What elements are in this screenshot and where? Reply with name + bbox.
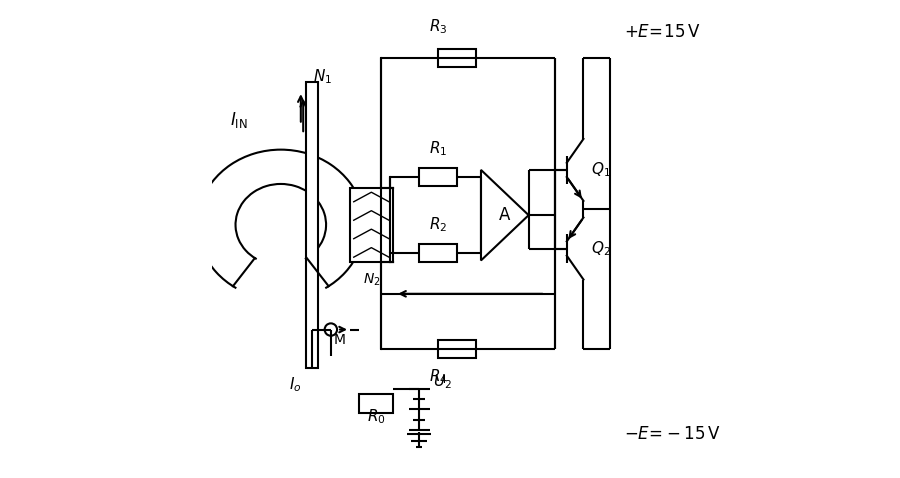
Text: $U_2$: $U_2$ bbox=[433, 373, 452, 391]
Circle shape bbox=[325, 323, 337, 336]
Bar bbox=[438, 49, 476, 67]
Text: $N_1$: $N_1$ bbox=[312, 67, 332, 87]
Text: $I_o$: $I_o$ bbox=[289, 375, 302, 394]
Bar bbox=[438, 339, 476, 358]
Text: $Q_2$: $Q_2$ bbox=[590, 239, 610, 258]
Bar bbox=[419, 168, 457, 186]
Text: $-E\!=\!-15\,\mathrm{V}$: $-E\!=\!-15\,\mathrm{V}$ bbox=[624, 425, 721, 444]
Text: $R_4$: $R_4$ bbox=[428, 368, 447, 386]
Bar bbox=[419, 244, 457, 262]
Bar bbox=[350, 188, 392, 261]
Text: $I_{\mathrm{IN}}$: $I_{\mathrm{IN}}$ bbox=[230, 110, 248, 130]
Text: $Q_1$: $Q_1$ bbox=[590, 161, 610, 179]
Text: A: A bbox=[500, 206, 510, 224]
Text: $R_2$: $R_2$ bbox=[429, 216, 447, 234]
Text: $R_0$: $R_0$ bbox=[367, 407, 385, 425]
Polygon shape bbox=[481, 170, 528, 261]
Text: $N_2$: $N_2$ bbox=[363, 272, 380, 288]
Text: $+E\!=\!15\,\mathrm{V}$: $+E\!=\!15\,\mathrm{V}$ bbox=[624, 22, 700, 41]
Bar bbox=[359, 394, 392, 413]
Text: M: M bbox=[333, 333, 346, 347]
Text: $R_3$: $R_3$ bbox=[428, 18, 447, 36]
Text: $R_1$: $R_1$ bbox=[429, 139, 447, 158]
Bar bbox=[306, 82, 318, 368]
